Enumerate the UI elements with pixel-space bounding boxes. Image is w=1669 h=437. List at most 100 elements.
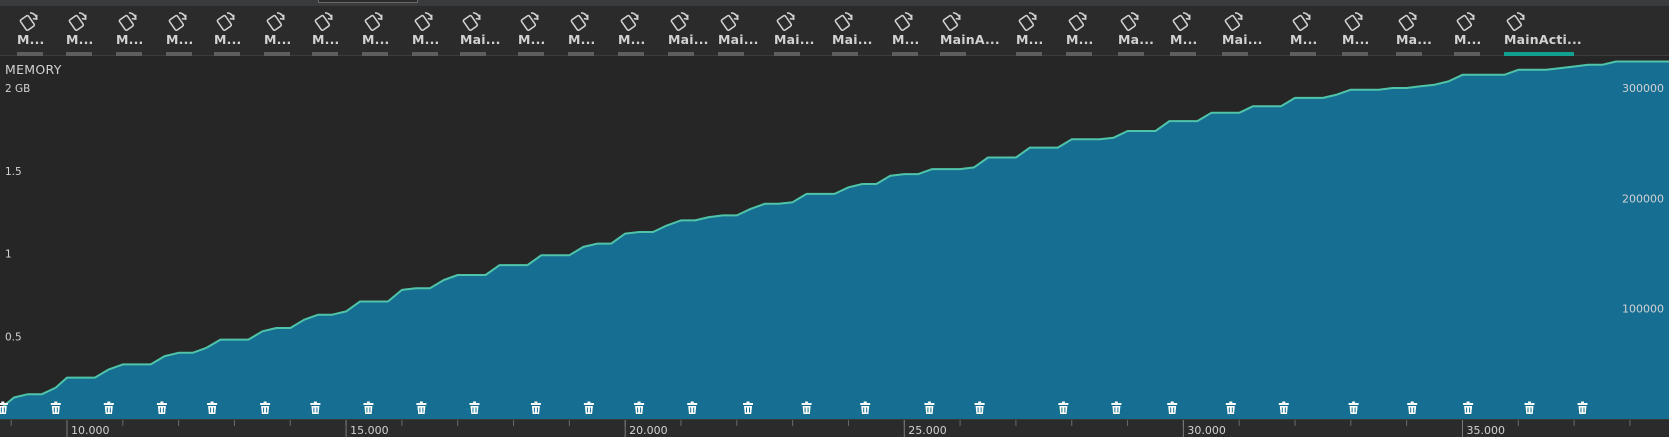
scroll-handle[interactable] xyxy=(318,0,418,3)
lifecycle-event-bar xyxy=(312,52,338,56)
lifecycle-event[interactable]: M... xyxy=(568,6,596,56)
lifecycle-event-bar xyxy=(412,52,438,56)
time-axis-tick-label: 25.000 xyxy=(908,424,947,437)
trash-icon[interactable] xyxy=(469,401,480,415)
lifecycle-event[interactable]: M... xyxy=(1342,6,1370,56)
lifecycle-event-label: Mai... xyxy=(668,32,709,48)
trash-icon[interactable] xyxy=(1407,401,1418,415)
trash-icon[interactable] xyxy=(416,401,427,415)
lifecycle-event[interactable]: M... xyxy=(1454,6,1482,56)
lifecycle-event[interactable]: M... xyxy=(1170,6,1198,56)
lifecycle-event[interactable]: M... xyxy=(518,6,546,56)
lifecycle-event[interactable]: Mai... xyxy=(460,6,501,56)
trash-icon[interactable] xyxy=(310,401,321,415)
lifecycle-event-label: M... xyxy=(116,32,144,48)
lifecycle-event[interactable]: M... xyxy=(412,6,440,56)
trash-icon[interactable] xyxy=(156,401,167,415)
trash-icon[interactable] xyxy=(1058,401,1069,415)
time-axis-tick-label: 10.000 xyxy=(71,424,110,437)
lifecycle-event-label: Mai... xyxy=(460,32,501,48)
trash-icon[interactable] xyxy=(924,401,935,415)
rotate-device-icon xyxy=(942,12,961,31)
trash-icon[interactable] xyxy=(1111,401,1122,415)
lifecycle-event-label: M... xyxy=(1454,32,1482,48)
rotate-device-icon xyxy=(570,12,589,31)
trash-icon[interactable] xyxy=(363,401,374,415)
left-axis-tick-label: 1.5 xyxy=(5,166,22,178)
rotate-device-icon xyxy=(1120,12,1139,31)
lifecycle-event-bar xyxy=(362,52,388,56)
left-axis-tick-label: 2 GB xyxy=(5,83,30,95)
lifecycle-event-bar xyxy=(1290,52,1316,56)
lifecycle-event[interactable]: M... xyxy=(264,6,292,56)
rotate-device-icon xyxy=(1344,12,1363,31)
trash-icon[interactable] xyxy=(103,401,114,415)
lifecycle-event[interactable]: Ma... xyxy=(1118,6,1154,56)
lifecycle-event-bar xyxy=(1342,52,1368,56)
trash-icon[interactable] xyxy=(801,401,812,415)
rotate-device-icon xyxy=(720,12,739,31)
lifecycle-event-bar xyxy=(832,52,858,56)
memory-area xyxy=(0,61,1669,419)
trash-icon[interactable] xyxy=(743,401,753,415)
trash-icon[interactable] xyxy=(583,401,594,415)
lifecycle-event-bar xyxy=(1016,52,1042,56)
lifecycle-event[interactable]: M... xyxy=(17,6,45,56)
trash-icon[interactable] xyxy=(530,401,541,415)
lifecycle-event-label: Mai... xyxy=(718,32,759,48)
memory-chart: 2 GB 1.5 1 0.5 300000 200000 100000 xyxy=(0,60,1669,419)
trash-icon[interactable] xyxy=(1167,401,1178,415)
time-axis-tick-label: 20.000 xyxy=(629,424,668,437)
lifecycle-event[interactable]: M... xyxy=(618,6,646,56)
lifecycle-event-bar xyxy=(1504,52,1574,56)
memory-line xyxy=(0,60,1669,410)
lifecycle-event[interactable]: Mai... xyxy=(718,6,759,56)
lifecycle-event[interactable]: M... xyxy=(1016,6,1044,56)
trash-icon[interactable] xyxy=(634,401,645,415)
lifecycle-event-label: M... xyxy=(1290,32,1318,48)
lifecycle-event[interactable]: Mai... xyxy=(774,6,815,56)
trash-icon[interactable] xyxy=(1577,401,1588,415)
lifecycle-event[interactable]: M... xyxy=(362,6,390,56)
lifecycle-event[interactable]: M... xyxy=(116,6,144,56)
lifecycle-event[interactable]: M... xyxy=(214,6,242,56)
trash-icon[interactable] xyxy=(1524,401,1535,415)
trash-icon[interactable] xyxy=(974,401,985,415)
lifecycle-event[interactable]: M... xyxy=(1066,6,1094,56)
lifecycle-event-label: M... xyxy=(1342,32,1370,48)
rotate-device-icon xyxy=(1456,12,1475,31)
lifecycle-event[interactable]: Ma... xyxy=(1396,6,1432,56)
trash-icon[interactable] xyxy=(0,401,8,415)
lifecycle-event[interactable]: M... xyxy=(892,6,920,56)
lifecycle-event[interactable]: MainA... xyxy=(940,6,1000,56)
lifecycle-event-bar xyxy=(1170,52,1196,56)
rotate-device-icon xyxy=(1292,12,1311,31)
rotate-device-icon xyxy=(216,12,235,31)
trash-icon[interactable] xyxy=(1348,401,1359,415)
lifecycle-event[interactable]: Mai... xyxy=(832,6,873,56)
lifecycle-event-bar xyxy=(774,52,800,56)
lifecycle-event[interactable]: M... xyxy=(166,6,194,56)
trash-icon[interactable] xyxy=(50,401,61,415)
trash-icon[interactable] xyxy=(1278,401,1289,415)
lifecycle-event[interactable]: M... xyxy=(66,6,94,56)
rotate-device-icon xyxy=(19,12,38,31)
lifecycle-event[interactable]: M... xyxy=(312,6,340,56)
lifecycle-event[interactable]: Mai... xyxy=(668,6,709,56)
rotate-device-icon xyxy=(620,12,639,31)
trash-icon[interactable] xyxy=(1463,401,1474,415)
lifecycle-event-bar xyxy=(1066,52,1092,56)
lifecycle-event-label: M... xyxy=(568,32,596,48)
rotate-device-icon xyxy=(776,12,795,31)
lifecycle-event[interactable]: M... xyxy=(1290,6,1318,56)
trash-icon[interactable] xyxy=(1225,401,1236,415)
trash-icon[interactable] xyxy=(207,401,218,415)
lifecycle-event-bar xyxy=(1118,52,1144,56)
trash-icon[interactable] xyxy=(260,401,271,415)
trash-icon[interactable] xyxy=(860,401,871,415)
rotate-device-icon xyxy=(314,12,333,31)
trash-icon[interactable] xyxy=(687,401,698,415)
lifecycle-event-label: M... xyxy=(1170,32,1198,48)
lifecycle-event[interactable]: MainActi... xyxy=(1504,6,1582,56)
lifecycle-event[interactable]: Mai... xyxy=(1222,6,1263,56)
